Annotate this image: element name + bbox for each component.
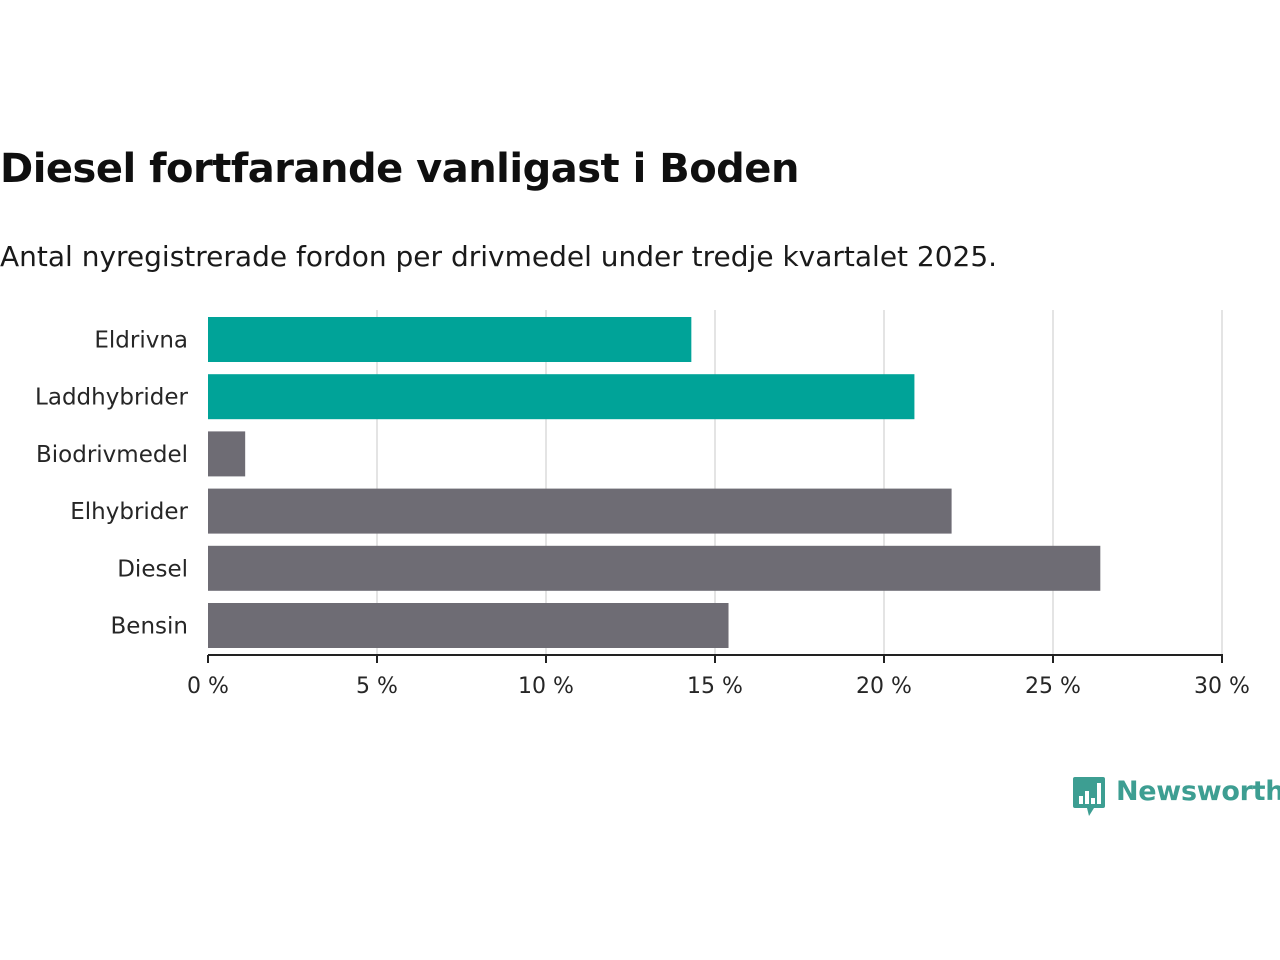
- chart-title: Diesel fortfarande vanligast i Boden: [0, 146, 799, 192]
- brand-name: Newsworthy: [1116, 776, 1280, 807]
- x-tick-label: 10 %: [518, 674, 574, 699]
- category-label: Biodrivmedel: [36, 442, 188, 468]
- category-label: Eldrivna: [94, 328, 188, 354]
- category-label: Diesel: [117, 556, 188, 582]
- newsworthy-logo: Newsworthy: [1072, 776, 1280, 820]
- bar-elhybrider: [208, 488, 952, 534]
- bar-chart-bubble-icon: [1073, 777, 1105, 816]
- category-label: Bensin: [111, 614, 188, 640]
- chart-subtitle: Antal nyregistrerade fordon per drivmede…: [0, 240, 998, 273]
- category-label: Laddhybrider: [35, 385, 188, 411]
- x-tick-label: 0 %: [187, 674, 229, 699]
- bar-bensin: [208, 603, 729, 648]
- x-tick-label: 20 %: [856, 674, 912, 699]
- bar-laddhybrider: [208, 374, 915, 420]
- bar-chart: Eldrivna Laddhybrider Biodrivmedel Elhybrid…: [35, 310, 1250, 699]
- category-label: Elhybrider: [70, 499, 188, 525]
- x-tick-label: 15 %: [687, 674, 743, 699]
- bar-biodrivmedel: [208, 431, 246, 477]
- x-tick-label: 30 %: [1194, 674, 1250, 699]
- bar-diesel: [208, 545, 1101, 591]
- x-tick-label: 5 %: [356, 674, 398, 699]
- x-tick-label: 25 %: [1025, 674, 1081, 699]
- bar-eldrivna: [208, 317, 692, 362]
